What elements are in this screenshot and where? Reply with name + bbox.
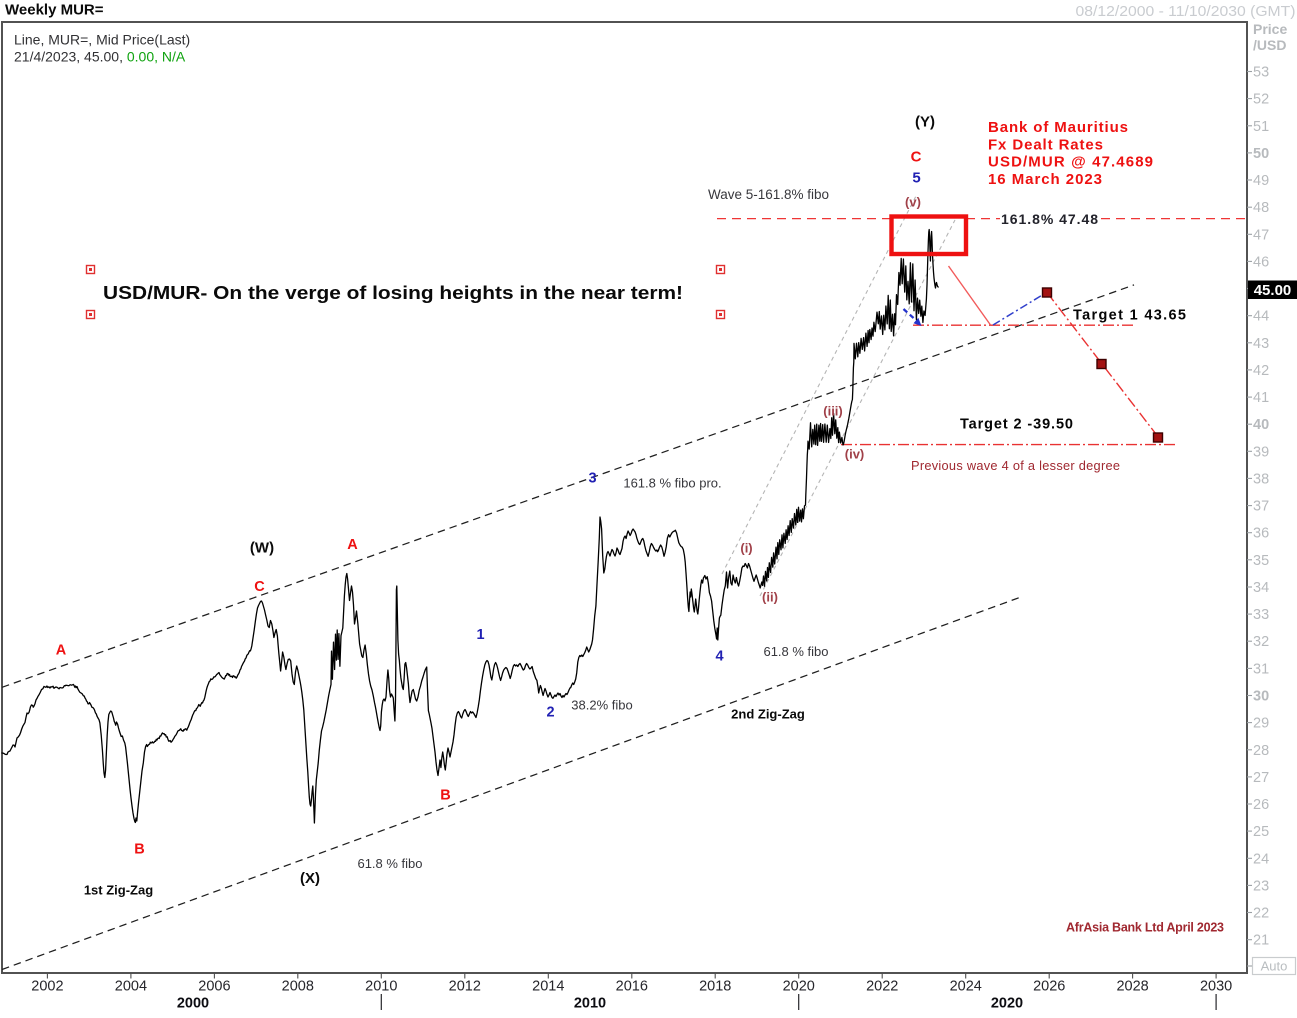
svg-text:61.8 % fibo: 61.8 % fibo: [357, 856, 422, 871]
svg-text:2006: 2006: [198, 979, 230, 995]
svg-text:34: 34: [1253, 580, 1269, 596]
svg-text:29: 29: [1253, 716, 1269, 732]
svg-text:25: 25: [1253, 824, 1269, 840]
svg-text:Price: Price: [1253, 21, 1287, 37]
svg-text:161.8 % fibo pro.: 161.8 % fibo pro.: [623, 476, 721, 491]
svg-text:31: 31: [1253, 661, 1269, 677]
svg-text:2020: 2020: [783, 979, 815, 995]
svg-text:38.2% fibo: 38.2% fibo: [571, 698, 632, 713]
svg-text:AfrAsia Bank Ltd April 2023: AfrAsia Bank Ltd April 2023: [1066, 921, 1224, 935]
svg-text:Target 1 43.65: Target 1 43.65: [1073, 308, 1186, 324]
svg-text:(ii): (ii): [762, 590, 778, 605]
svg-text:1: 1: [476, 627, 484, 643]
svg-text:42: 42: [1253, 363, 1269, 379]
svg-text:2024: 2024: [950, 979, 982, 995]
svg-text:46: 46: [1253, 254, 1269, 270]
svg-text:2008: 2008: [282, 979, 314, 995]
svg-text:/USD: /USD: [1253, 37, 1286, 53]
svg-text:2020: 2020: [991, 996, 1023, 1012]
svg-text:2014: 2014: [532, 979, 564, 995]
svg-text:(i): (i): [740, 541, 752, 556]
svg-text:USD/MUR- On the verge of losin: USD/MUR- On the verge of losing heights …: [103, 283, 683, 303]
svg-text:50: 50: [1253, 146, 1269, 162]
svg-text:1st Zig-Zag: 1st Zig-Zag: [84, 883, 153, 898]
svg-text:Previous wave 4 of a lesser de: Previous wave 4 of a lesser degree: [911, 458, 1120, 473]
svg-text:(Y): (Y): [915, 114, 935, 131]
svg-text:33: 33: [1253, 607, 1269, 623]
svg-text:39: 39: [1253, 444, 1269, 460]
svg-text:24: 24: [1253, 851, 1269, 867]
svg-text:Fx Dealt Rates: Fx Dealt Rates: [988, 136, 1103, 153]
svg-text:21: 21: [1253, 933, 1269, 949]
svg-text:USD/MUR @ 47.4689: USD/MUR @ 47.4689: [988, 154, 1153, 171]
svg-text:32: 32: [1253, 634, 1269, 650]
svg-text:2012: 2012: [449, 979, 481, 995]
svg-text:2nd Zig-Zag: 2nd Zig-Zag: [731, 707, 805, 722]
svg-text:A: A: [56, 643, 67, 659]
svg-text:B: B: [134, 842, 144, 858]
svg-text:(W): (W): [250, 540, 274, 557]
svg-text:2000: 2000: [177, 996, 209, 1012]
svg-text:35: 35: [1253, 553, 1269, 569]
svg-text:28: 28: [1253, 743, 1269, 759]
svg-text:(iv): (iv): [845, 447, 865, 462]
svg-text:30: 30: [1253, 689, 1269, 705]
svg-text:(X): (X): [300, 870, 320, 887]
svg-text:Bank of Mauritius: Bank of Mauritius: [988, 119, 1128, 136]
svg-text:C: C: [254, 579, 265, 595]
svg-text:36: 36: [1253, 526, 1269, 542]
svg-text:47: 47: [1253, 227, 1269, 243]
svg-text:45.00: 45.00: [1254, 282, 1292, 299]
svg-text:2010: 2010: [574, 996, 606, 1012]
svg-text:2028: 2028: [1116, 979, 1148, 995]
svg-text:4: 4: [715, 649, 723, 665]
svg-text:38: 38: [1253, 471, 1269, 487]
svg-text:B: B: [440, 788, 450, 804]
svg-text:Line, MUR=, Mid Price(Last): Line, MUR=, Mid Price(Last): [14, 32, 190, 48]
svg-text:23: 23: [1253, 878, 1269, 894]
svg-text:A: A: [347, 537, 358, 553]
svg-text:2026: 2026: [1033, 979, 1065, 995]
svg-text:43: 43: [1253, 336, 1269, 352]
svg-text:27: 27: [1253, 770, 1269, 786]
svg-text:2022: 2022: [866, 979, 898, 995]
svg-text:49: 49: [1253, 173, 1269, 189]
svg-text:3: 3: [588, 471, 596, 487]
svg-text:(iii): (iii): [823, 404, 843, 419]
svg-text:21/4/2023, 45.00, 0.00, N/A: 21/4/2023, 45.00, 0.00, N/A: [14, 49, 186, 65]
svg-text:(v): (v): [905, 195, 921, 210]
svg-text:Target 2 -39.50: Target 2 -39.50: [960, 417, 1073, 433]
svg-text:2004: 2004: [115, 979, 147, 995]
svg-text:Weekly MUR=: Weekly MUR=: [5, 2, 104, 19]
svg-text:Wave 5-161.8% fibo: Wave 5-161.8% fibo: [708, 187, 829, 202]
svg-text:2030: 2030: [1200, 979, 1232, 995]
svg-text:2010: 2010: [365, 979, 397, 995]
svg-text:40: 40: [1253, 417, 1269, 433]
svg-text:16 March 2023: 16 March 2023: [988, 171, 1102, 188]
svg-text:2002: 2002: [31, 979, 63, 995]
svg-text:5: 5: [912, 170, 920, 187]
svg-text:2016: 2016: [616, 979, 648, 995]
svg-text:Auto: Auto: [1261, 959, 1288, 974]
svg-text:08/12/2000 - 11/10/2030 (GMT): 08/12/2000 - 11/10/2030 (GMT): [1076, 4, 1296, 20]
svg-text:52: 52: [1253, 92, 1269, 108]
svg-text:41: 41: [1253, 390, 1269, 406]
svg-text:37: 37: [1253, 499, 1269, 515]
svg-text:161.8% 47.48: 161.8% 47.48: [1001, 211, 1098, 227]
svg-text:44: 44: [1253, 309, 1269, 325]
svg-text:2: 2: [546, 705, 554, 721]
svg-text:61.8 % fibo: 61.8 % fibo: [763, 644, 828, 659]
svg-text:53: 53: [1253, 65, 1269, 81]
svg-text:C: C: [911, 149, 922, 166]
svg-text:48: 48: [1253, 200, 1269, 216]
svg-text:22: 22: [1253, 906, 1269, 922]
svg-text:26: 26: [1253, 797, 1269, 813]
svg-text:2018: 2018: [699, 979, 731, 995]
svg-text:51: 51: [1253, 119, 1269, 135]
